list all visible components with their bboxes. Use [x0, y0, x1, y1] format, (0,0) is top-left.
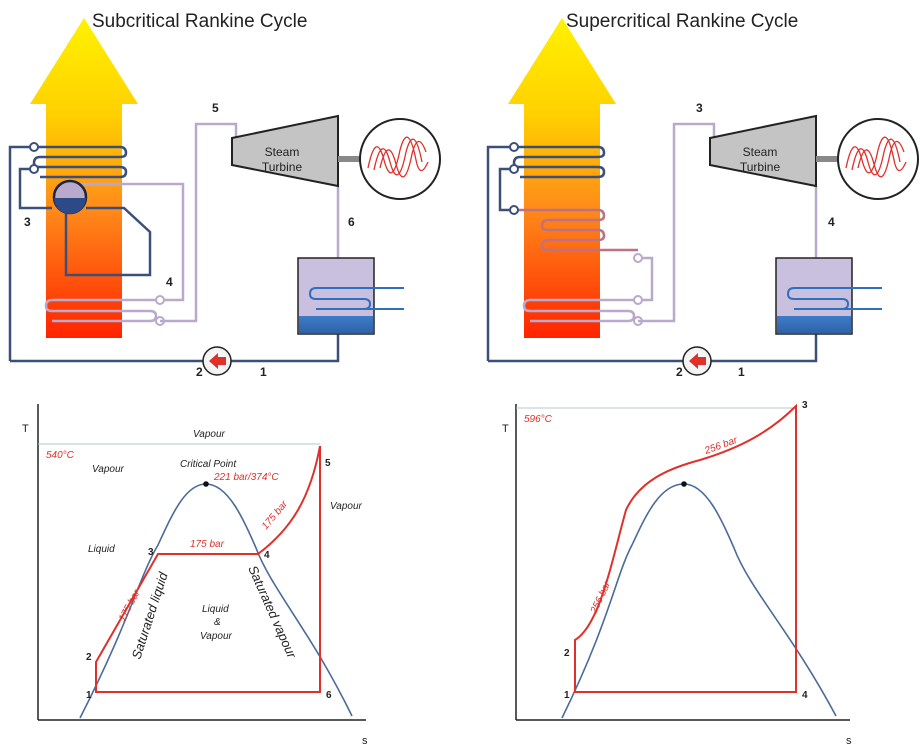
- condenser-water: [777, 316, 851, 333]
- superheater-coil: [32, 145, 128, 179]
- schematic-point-2: 2: [196, 365, 203, 379]
- top-temperature-label: 540°C: [46, 450, 75, 461]
- ts-point-6: 6: [326, 690, 332, 701]
- vapour-top-label: Vapour: [193, 429, 226, 440]
- turbine-label-2: Turbine: [262, 160, 303, 174]
- schematic-point-3: 3: [696, 101, 703, 115]
- lower-coil: [44, 298, 160, 323]
- cooling-coil: [308, 287, 404, 310]
- s-axis-label: s: [846, 735, 852, 747]
- saturated-liquid-label: Saturated liquid: [129, 570, 171, 661]
- ts-point-1: 1: [86, 690, 92, 701]
- middle-coil: [514, 208, 638, 252]
- riser-pipe: [18, 167, 52, 210]
- ts-point-2: 2: [564, 648, 570, 659]
- subcritical-schematic: Subcritical Rankine Cycle Steam Turbine: [8, 11, 441, 379]
- turbine-label-1: Steam: [265, 145, 300, 159]
- vapour-right-label: Vapour: [330, 501, 363, 512]
- coil-node: [633, 253, 643, 263]
- critical-point-marker: [203, 481, 209, 487]
- turbine-shaft: [816, 156, 838, 162]
- steam-turbine: [709, 114, 817, 188]
- turbine-label-2: Turbine: [740, 160, 781, 174]
- turbine-label-1: Steam: [743, 145, 778, 159]
- ts-point-5: 5: [325, 458, 331, 469]
- ts-point-4: 4: [802, 690, 808, 701]
- condenser-water: [299, 316, 373, 333]
- main-steam-line: [638, 122, 716, 323]
- coil-node: [633, 295, 643, 305]
- generator: [837, 118, 919, 200]
- riser-pipe: [498, 167, 514, 212]
- subcritical-title: Subcritical Rankine Cycle: [92, 11, 307, 32]
- critical-point-label: Critical Point: [180, 459, 237, 470]
- evaporation-pressure-label: 175 bar: [190, 539, 225, 550]
- lower-pressure-label: 256 bar: [588, 579, 613, 616]
- feedwater-pipe: [8, 145, 340, 363]
- supercritical-ts-diagram: T s 596°C 256 bar 256 bar 1 2 3 4: [502, 400, 852, 747]
- header-node: [29, 142, 39, 152]
- schematic-point-6: 6: [348, 215, 355, 229]
- drum-water: [54, 198, 86, 214]
- schematic-point-4: 4: [166, 275, 173, 289]
- t-axis-label: T: [502, 423, 509, 435]
- lower-coil: [522, 298, 638, 323]
- ts-point-1: 1: [564, 690, 570, 701]
- schematic-point-4: 4: [828, 215, 835, 229]
- schematic-point-5: 5: [212, 101, 219, 115]
- supercritical-title: Supercritical Rankine Cycle: [566, 11, 798, 32]
- s-axis-label: s: [362, 735, 368, 747]
- wet-region-line3: Vapour: [200, 631, 233, 642]
- schematic-point-1: 1: [738, 365, 745, 379]
- header-node: [509, 142, 519, 152]
- feedwater-pipe: [486, 145, 818, 363]
- generator-wave-icon: [367, 136, 429, 178]
- generator: [359, 118, 441, 200]
- subcritical-cycle-path: [95, 445, 321, 693]
- t-axis-label: T: [22, 423, 29, 435]
- steam-turbine: [231, 114, 339, 188]
- top-temperature-label: 596°C: [524, 414, 553, 425]
- vapour-left-label: Vapour: [92, 464, 125, 475]
- upper-coil: [512, 145, 606, 179]
- ts-point-3: 3: [802, 400, 808, 411]
- header-node: [509, 205, 519, 215]
- generator-wave-icon: [845, 136, 907, 178]
- coil-node: [155, 295, 165, 305]
- supercritical-schematic: Supercritical Rankine Cycle Steam Turbin…: [486, 11, 919, 379]
- liquid-label: Liquid: [88, 544, 115, 555]
- schematic-point-3: 3: [24, 215, 31, 229]
- pump-arrow-icon: [209, 353, 226, 369]
- turbine-shaft: [338, 156, 360, 162]
- ts-point-2: 2: [86, 652, 92, 663]
- critical-point-marker: [681, 481, 687, 487]
- wet-region-line2: &: [214, 617, 221, 628]
- transfer-pipe: [638, 256, 654, 302]
- main-steam-line: [160, 122, 238, 323]
- schematic-point-2: 2: [676, 365, 683, 379]
- schematic-point-1: 1: [260, 365, 267, 379]
- critical-value-label: 221 bar/374°C: [213, 472, 279, 483]
- header-node: [509, 164, 519, 174]
- ts-point-4: 4: [264, 550, 270, 561]
- wet-region-line1: Liquid: [202, 604, 229, 615]
- subcritical-ts-diagram: T s Vapour Vapour Vapour Liquid Critical…: [22, 404, 368, 747]
- pump-arrow-icon: [689, 353, 706, 369]
- header-node: [29, 164, 39, 174]
- ts-point-3: 3: [148, 547, 154, 558]
- saturation-dome: [79, 483, 353, 719]
- liquid-pressure-label: 175 bar: [117, 588, 143, 624]
- cooling-coil: [786, 287, 882, 310]
- supercritical-cycle-path: [574, 403, 797, 693]
